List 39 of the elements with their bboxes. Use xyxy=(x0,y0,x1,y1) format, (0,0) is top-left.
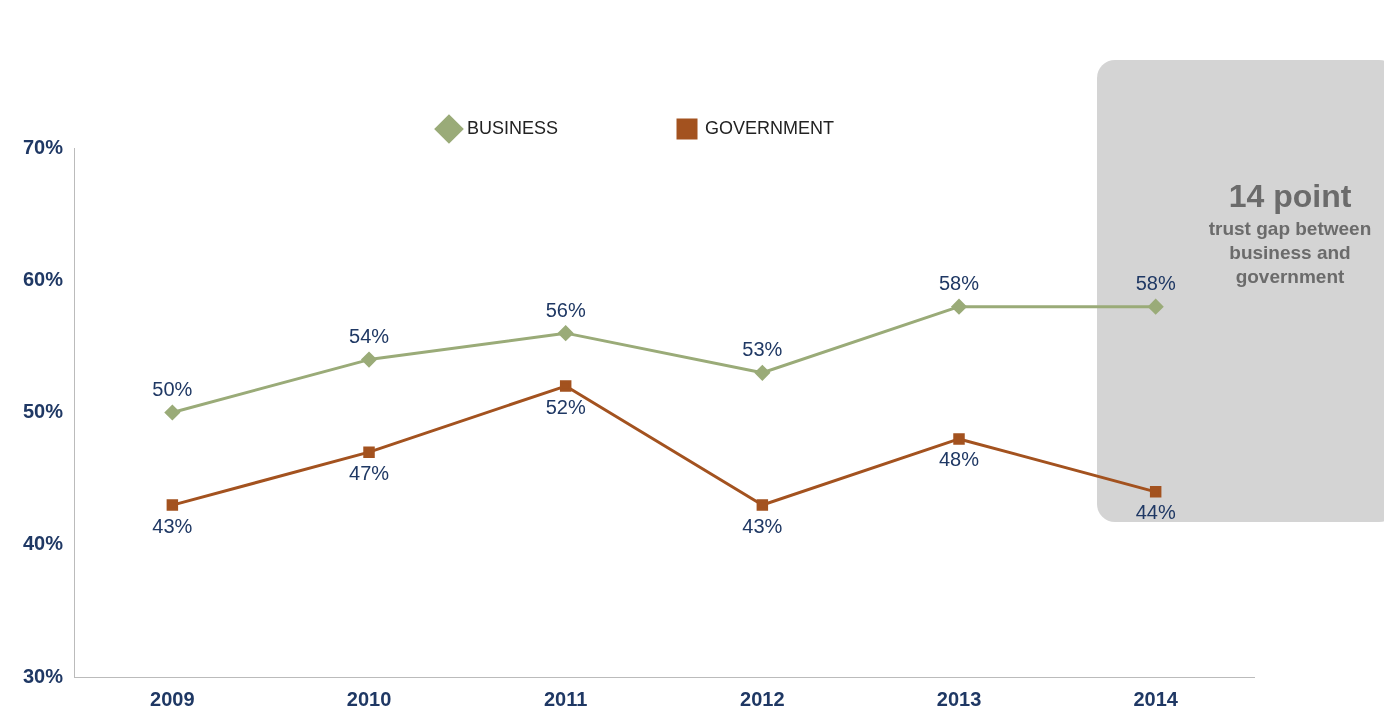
text: 58% xyxy=(938,272,980,295)
text: 47% xyxy=(349,461,390,484)
text: 43% xyxy=(742,514,783,537)
point xyxy=(558,325,574,341)
legend-label: BUSINESS xyxy=(466,117,559,138)
text: 58% xyxy=(1135,272,1176,295)
text: 56% xyxy=(545,298,586,321)
point xyxy=(164,405,180,420)
text: 48% xyxy=(938,448,980,471)
x-tick-label: 2013 xyxy=(936,687,982,710)
text: 52% xyxy=(545,395,586,418)
point xyxy=(363,446,375,458)
point xyxy=(951,299,967,315)
x-tick-label: 2011 xyxy=(543,687,588,710)
text: 50% xyxy=(152,378,193,401)
annotation: 14 point xyxy=(1227,178,1353,215)
text: 44% xyxy=(1135,501,1176,524)
point xyxy=(559,380,572,392)
x-tick-label: 2012 xyxy=(740,687,785,710)
point xyxy=(166,499,179,511)
legend-label: GOVERNMENT xyxy=(705,117,835,138)
annotation: trust gap between business and government xyxy=(1207,217,1373,289)
y-tick-label: 70% xyxy=(23,135,64,158)
point xyxy=(756,499,769,511)
x-tick-label: 2010 xyxy=(346,687,392,710)
point xyxy=(1149,486,1162,498)
point xyxy=(361,352,377,368)
x-tick-label: 2009 xyxy=(150,687,195,710)
text: 53% xyxy=(742,338,783,361)
text: 54% xyxy=(349,325,390,348)
point xyxy=(1148,299,1164,315)
x-tick-label: 2014 xyxy=(1133,687,1179,710)
y-tick-label: 50% xyxy=(23,400,64,423)
y-tick-label: 30% xyxy=(23,664,64,687)
point xyxy=(953,433,965,445)
y-tick-label: 60% xyxy=(23,267,64,290)
point xyxy=(754,365,770,381)
y-tick-label: 40% xyxy=(23,532,64,555)
text: 43% xyxy=(152,514,193,537)
